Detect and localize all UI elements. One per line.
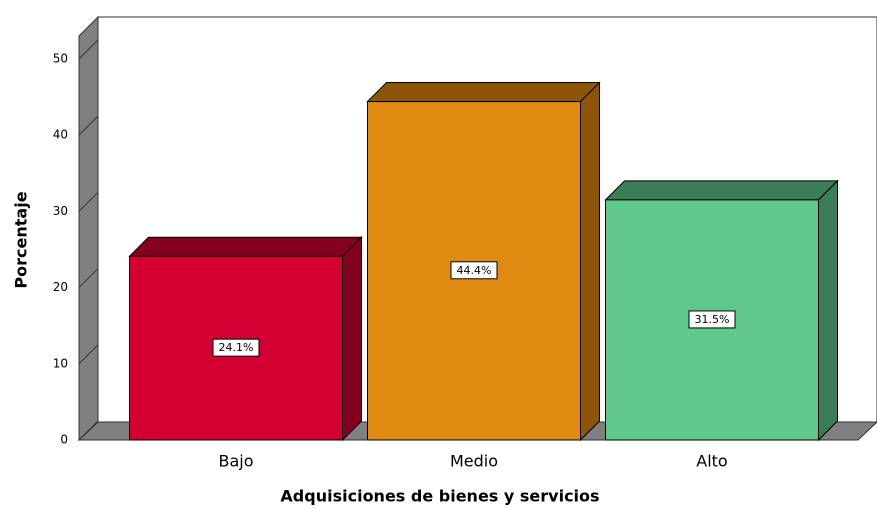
- x-tick-label: Medio: [450, 452, 498, 471]
- left-wall: [78, 15, 99, 442]
- y-tick-label: 40: [53, 128, 68, 142]
- y-tick: [78, 115, 99, 136]
- value-label-box: [212, 338, 260, 357]
- y-tick-label: 20: [53, 280, 68, 294]
- bar-top: [366, 82, 601, 103]
- value-label-box: [688, 310, 736, 329]
- value-label: 31.5%: [695, 313, 730, 326]
- value-label: 44.4%: [457, 264, 492, 277]
- y-tick-label: 0: [60, 433, 68, 447]
- y-tick-label: 30: [53, 204, 68, 218]
- value-label: 24.1%: [219, 341, 254, 354]
- y-tick: [78, 344, 99, 365]
- x-tick-label: Bajo: [218, 452, 253, 471]
- bar-side: [818, 179, 838, 442]
- y-axis-title: Porcentaje: [12, 191, 31, 288]
- y-tick-label: 50: [53, 51, 68, 65]
- y-tick: [78, 39, 99, 60]
- y-tick: [78, 191, 99, 212]
- x-axis-title: Adquisiciones de bienes y servicios: [280, 487, 599, 506]
- y-tick: [78, 420, 99, 441]
- bar-side: [580, 81, 600, 442]
- bar-side: [342, 236, 362, 442]
- bar-top: [604, 180, 839, 201]
- x-tick-label: Alto: [696, 452, 727, 471]
- y-tick-label: 10: [53, 356, 68, 370]
- y-tick: [78, 268, 99, 288]
- value-label-box: [450, 261, 498, 280]
- bar-top: [128, 236, 363, 257]
